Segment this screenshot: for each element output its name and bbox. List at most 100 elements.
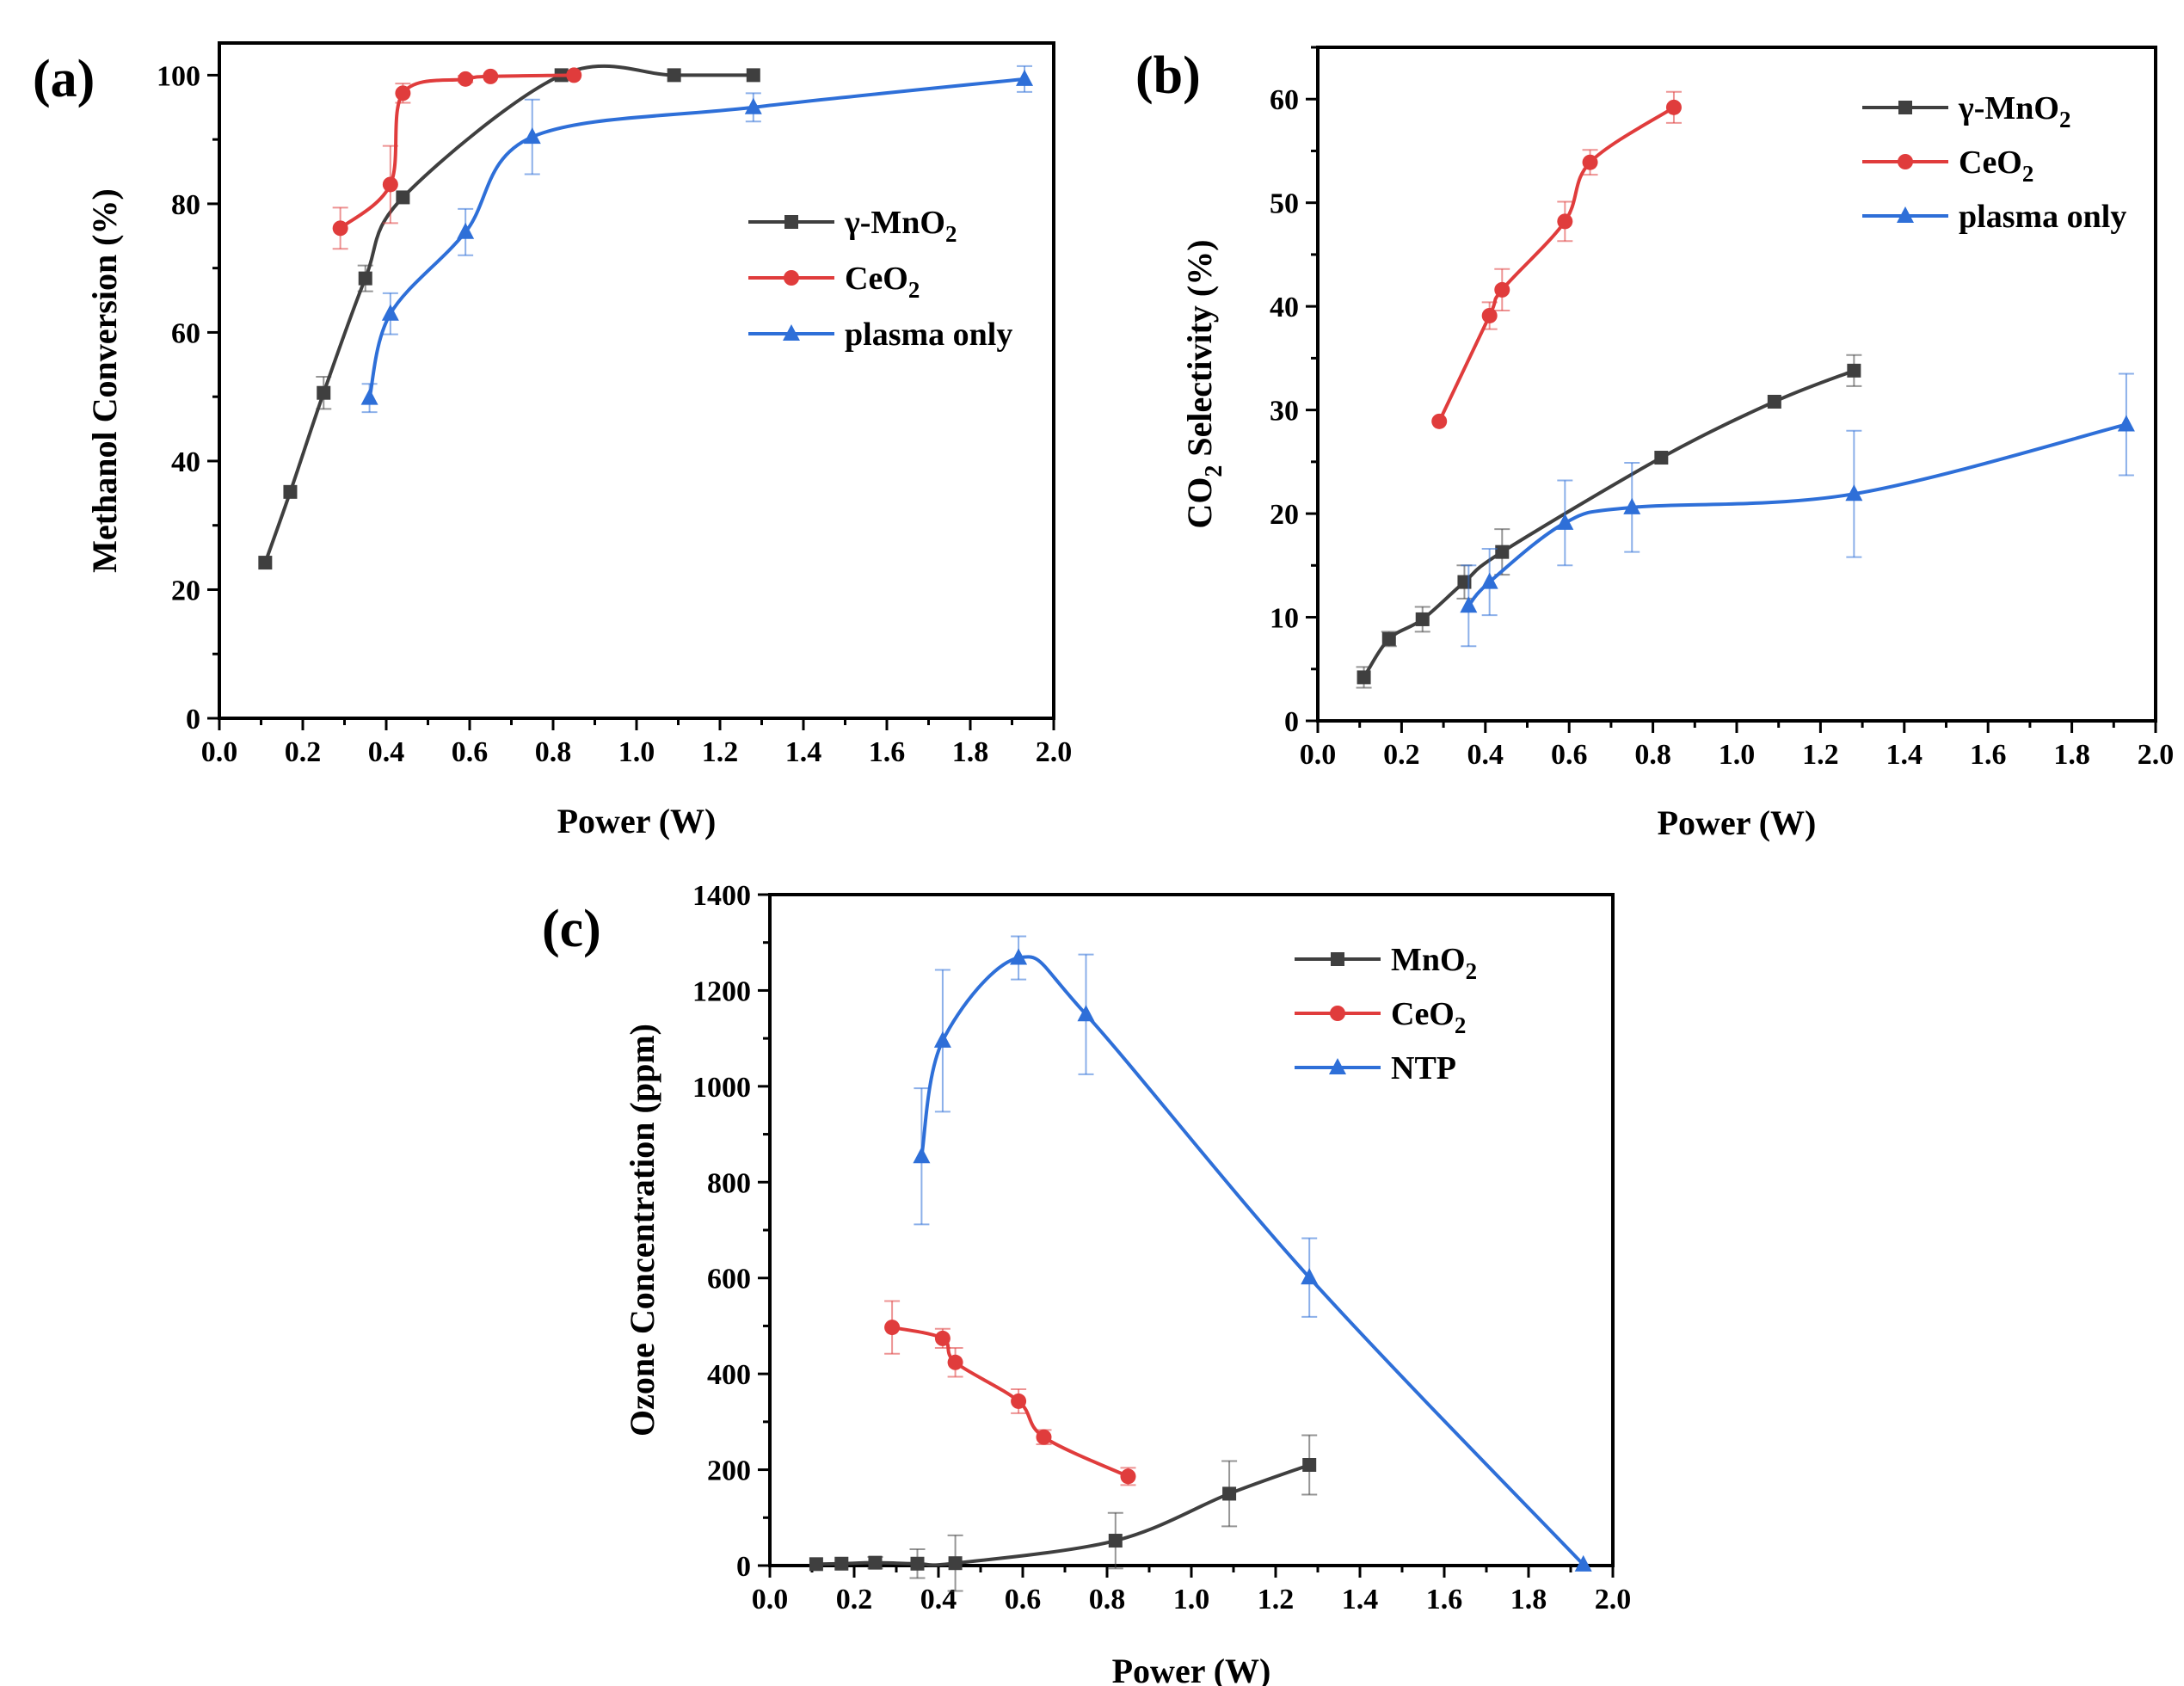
data-point (1415, 612, 1430, 626)
legend-entry: NTP (1295, 1050, 1456, 1086)
legend-entry: γ-MnO2 (1862, 90, 2071, 132)
series-line (815, 1463, 1310, 1567)
data-point (396, 190, 410, 205)
x-tick-label: 1.4 (785, 736, 822, 768)
data-point (1623, 497, 1641, 514)
legend-marker (784, 215, 798, 229)
series-line (920, 955, 1585, 1566)
data-point (523, 127, 541, 145)
x-tick-label: 1.0 (1173, 1584, 1210, 1615)
data-point (744, 97, 762, 114)
data-point (1222, 1486, 1237, 1501)
legend-entry: MnO2 (1295, 942, 1477, 984)
x-tick-label: 0.2 (1383, 739, 1420, 771)
x-axis: 0.0 0.2 0.4 0.6 0.8 1.0 1.2 1.4 1.6 1.8 2.0 (201, 718, 1072, 768)
y-tick-label: 60 (1270, 84, 1299, 116)
series-line (339, 73, 575, 230)
data-point (1495, 545, 1510, 559)
data-point (1556, 513, 1574, 530)
chart-b-svg: 0.0 0.2 0.4 0.6 0.8 1.0 1.2 1.4 1.6 1.8 2.0 0 10 20 30… (1135, 46, 2174, 842)
series-mno (258, 64, 760, 570)
legend-entry: plasma only (748, 317, 1012, 353)
series-line (1437, 106, 1676, 422)
data-point (1120, 1468, 1136, 1485)
series-ceo (884, 1300, 1136, 1486)
panel-label: (b) (1135, 46, 1201, 105)
data-point (933, 1031, 951, 1048)
data-point (1301, 1268, 1319, 1285)
series-mno (1356, 354, 1862, 689)
series-ceo (332, 67, 582, 250)
panel-label: (c) (542, 900, 601, 958)
panel-c: 0.0 0.2 0.4 0.6 0.8 1.0 1.2 1.4 1.6 1.8 2.0 0 200 400… (482, 852, 1686, 1686)
data-point (1665, 99, 1682, 115)
data-point (1480, 572, 1498, 589)
y-axis-label-part: Selectivity (%) (1180, 239, 1219, 465)
x-tick-label: 0.8 (535, 736, 572, 768)
data-point (910, 1556, 925, 1571)
data-point (1016, 69, 1034, 86)
legend-label: CeO2 (1959, 145, 2033, 187)
y-axis-label: Ozone Concentration (ppm) (623, 1024, 661, 1437)
data-point (1574, 1554, 1592, 1572)
legend-marker (1330, 1006, 1345, 1021)
legend-marker (1329, 1058, 1346, 1074)
x-tick-label: 1.6 (869, 736, 906, 768)
legend-marker (784, 270, 799, 286)
data-point (382, 176, 398, 193)
series-line (1467, 422, 2127, 607)
data-point (1767, 394, 1781, 409)
legend-entry: CeO2 (1295, 996, 1466, 1038)
x-tick-label: 0.4 (1467, 739, 1504, 771)
data-point (332, 220, 348, 237)
legend-label-subscript: 2 (1466, 958, 1478, 984)
y-tick-label: 1000 (692, 1072, 751, 1104)
y-tick-label: 20 (1270, 499, 1299, 531)
y-axis-label-subscript: 2 (1201, 465, 1227, 477)
legend-label: plasma only (1959, 199, 2126, 235)
data-point (913, 1147, 931, 1164)
data-point (283, 484, 298, 499)
y-tick-label: 10 (1270, 603, 1299, 635)
legend-marker (1331, 952, 1344, 966)
y-tick-label: 40 (1270, 292, 1299, 323)
legend-marker (1898, 101, 1912, 114)
y-tick-label: 40 (171, 446, 200, 478)
data-point (868, 1555, 883, 1570)
x-tick-label: 1.2 (1258, 1584, 1295, 1615)
data-point (1847, 363, 1861, 378)
data-point (1077, 1005, 1095, 1022)
series-mno (809, 1434, 1318, 1592)
legend-label-subscript: 2 (945, 221, 957, 247)
y-tick-label: 20 (171, 575, 200, 606)
data-point (1582, 154, 1598, 170)
panel-a: 0.0 0.2 0.4 0.6 0.8 1.0 1.2 1.4 1.6 1.8 2.0 0 20 40 60… (0, 0, 1092, 852)
x-tick-label: 1.0 (618, 736, 655, 768)
data-point (1011, 1393, 1027, 1409)
data-point (457, 222, 475, 239)
series-ceo (1431, 90, 1682, 429)
y-tick-label: 0 (186, 704, 200, 735)
legend-entry: CeO2 (1862, 145, 2033, 187)
chart-a-svg: 0.0 0.2 0.4 0.6 0.8 1.0 1.2 1.4 1.6 1.8 2.0 0 20 40 60… (33, 41, 1072, 840)
x-tick-label: 2.0 (1595, 1584, 1632, 1615)
legend-label-text: γ-MnO (1958, 90, 2059, 126)
legend-label-subscript: 2 (2059, 107, 2071, 132)
y-axis: 0 20 40 60 80 100 (157, 60, 219, 735)
y-tick-label: 0 (736, 1551, 751, 1583)
series-ntp (913, 935, 1592, 1572)
y-tick-label: 1400 (692, 880, 751, 912)
x-tick-label: 1.2 (702, 736, 739, 768)
series-plasmaonly (360, 65, 1034, 414)
panel-label: (a) (33, 50, 95, 108)
data-point (884, 1320, 901, 1336)
x-tick-label: 0.8 (1089, 1584, 1126, 1615)
data-point (458, 71, 474, 87)
legend-label-text: CeO (1391, 996, 1455, 1032)
y-tick-label: 800 (707, 1167, 751, 1199)
x-tick-label: 0.6 (452, 736, 489, 768)
y-axis: 0 200 400 600 800 1000 1200 1400 (692, 880, 770, 1583)
x-tick-label: 1.8 (952, 736, 989, 768)
data-point (1108, 1534, 1123, 1548)
